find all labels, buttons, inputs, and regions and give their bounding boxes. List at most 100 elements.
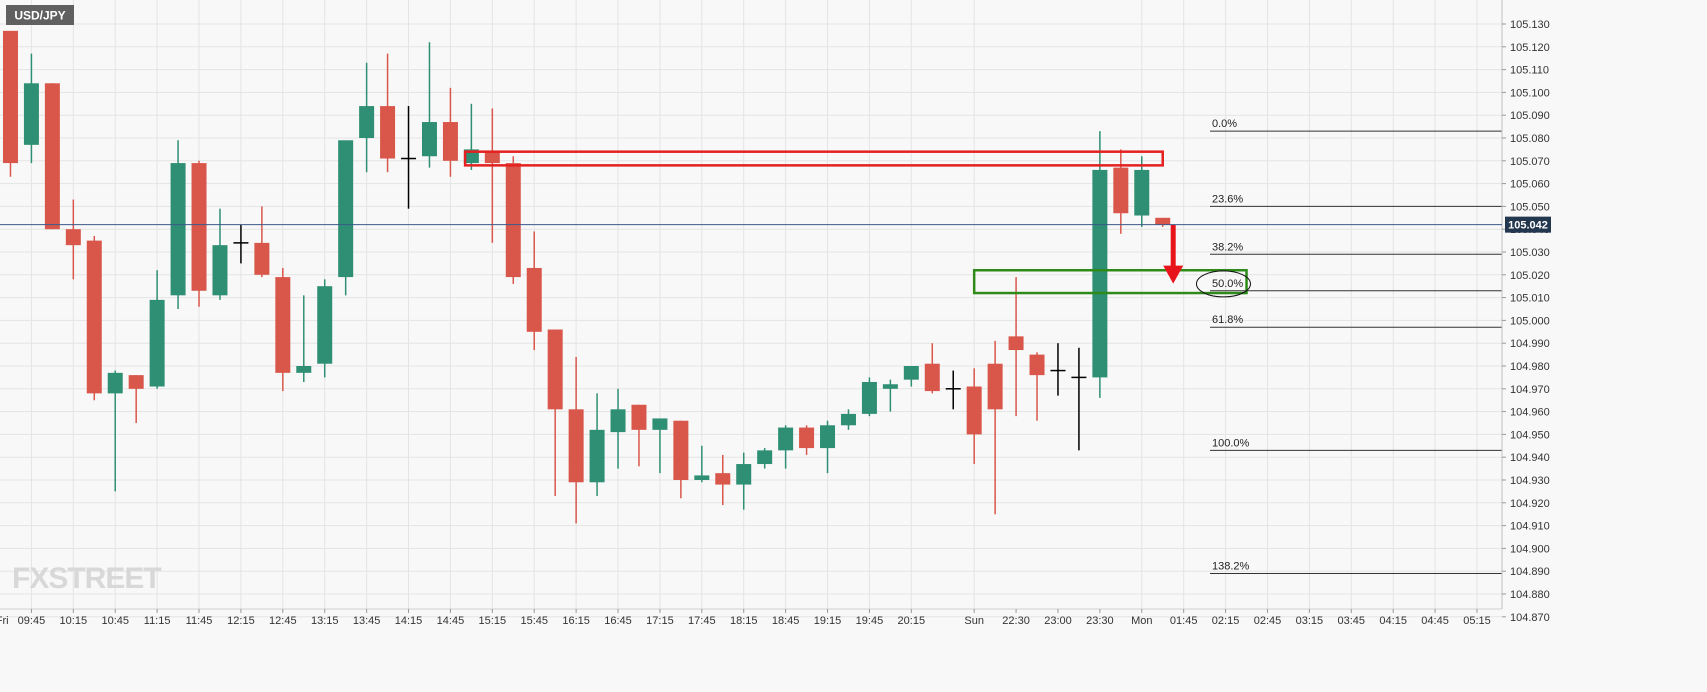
fib-level-label: 23.6% <box>1212 193 1243 205</box>
x-tick-label: 14:45 <box>437 615 465 627</box>
y-tick-label: 104.890 <box>1510 566 1550 578</box>
candle-body <box>715 473 731 485</box>
x-tick-label: 13:15 <box>311 615 339 627</box>
symbol-label: USD/JPY <box>6 5 74 25</box>
x-tick-label: 12:15 <box>227 615 255 627</box>
candle-body <box>380 106 396 159</box>
x-tick-label: 12:45 <box>269 615 297 627</box>
x-tick-label: 17:15 <box>646 615 674 627</box>
fib-level-label: 61.8% <box>1212 314 1243 326</box>
x-tick-label: Fri <box>0 615 9 627</box>
y-tick-label: 105.130 <box>1510 19 1550 31</box>
resistance-zone-box <box>463 150 1164 167</box>
y-tick-label: 105.090 <box>1510 110 1550 122</box>
y-tick-label: 104.910 <box>1510 521 1550 533</box>
fib-level-label: 38.2% <box>1212 241 1243 253</box>
annotations <box>463 150 1251 298</box>
y-tick-label: 105.080 <box>1510 133 1550 145</box>
fibonacci-levels: 0.0% 23.6% 38.2% 50.0% 61.8% 100.0% 138.2% <box>1210 118 1502 574</box>
x-tick-label: 23:30 <box>1086 615 1114 627</box>
y-tick-label: 104.880 <box>1510 589 1550 601</box>
x-tick-label: 11:15 <box>144 615 171 627</box>
current-price: 105.042 <box>0 216 1551 233</box>
x-tick-label: 04:45 <box>1421 615 1449 627</box>
candle-body <box>652 418 668 430</box>
candle-body <box>296 366 312 373</box>
y-tick-label: 105.110 <box>1510 65 1549 77</box>
candle-body <box>2 30 18 164</box>
candle-body <box>799 427 815 449</box>
y-tick-label: 104.980 <box>1510 361 1550 373</box>
candle-body <box>966 386 982 435</box>
x-tick-label: Sun <box>964 615 984 627</box>
current-price-label: 105.042 <box>1508 220 1548 232</box>
y-tick-label: 104.920 <box>1510 498 1550 510</box>
support-zone-box <box>972 268 1248 295</box>
y-tick-label: 104.990 <box>1510 338 1550 350</box>
candle-body <box>442 122 458 161</box>
candle-body <box>1134 169 1150 216</box>
candle-body <box>924 363 940 392</box>
candle-body <box>170 163 186 296</box>
candle-body <box>526 267 542 332</box>
y-tick-label: 105.020 <box>1510 270 1550 282</box>
candle-body <box>1008 336 1024 351</box>
candle-body <box>107 372 123 394</box>
x-tick-label: 03:45 <box>1338 615 1366 627</box>
candle-body <box>338 140 354 278</box>
candle-body <box>589 429 605 483</box>
fib-level-label: 50.0% <box>1212 278 1243 290</box>
y-tick-label: 104.900 <box>1510 543 1550 555</box>
candle-body <box>631 404 647 430</box>
x-tick-label: 14:15 <box>395 615 423 627</box>
candle-body <box>505 163 521 278</box>
y-tick-label: 104.870 <box>1510 612 1550 624</box>
candles <box>2 30 1171 524</box>
candle-body <box>736 464 752 485</box>
candle-body <box>275 277 291 373</box>
candle-body <box>421 122 437 157</box>
symbol-text: USD/JPY <box>14 9 65 23</box>
candle-body <box>1155 217 1171 225</box>
x-tick-label: 02:15 <box>1212 615 1240 627</box>
y-axis-ticks: 105.130 105.120 105.110 105.100 105.090 105.0… <box>1502 19 1550 624</box>
y-tick-label: 104.940 <box>1510 452 1550 464</box>
x-tick-label: 18:45 <box>772 615 800 627</box>
candle-body <box>987 363 1003 410</box>
candle-body <box>903 366 919 380</box>
x-tick-label: Mon <box>1131 615 1152 627</box>
x-tick-label: 09:45 <box>18 615 46 627</box>
candle-body <box>128 375 144 389</box>
candle-body <box>694 475 710 480</box>
x-axis-ticks: Fri 09:45 10:15 10:45 11:15 11:45 12:15 12:45 13… <box>0 609 1491 627</box>
candle-body <box>861 381 877 414</box>
candle-body <box>1029 354 1045 376</box>
candle-body <box>359 106 375 138</box>
x-tick-label: 11:45 <box>186 615 213 627</box>
y-tick-label: 104.970 <box>1510 384 1550 396</box>
candle-body <box>65 229 81 246</box>
symbol-badge <box>6 5 74 25</box>
candle-body <box>317 286 333 364</box>
x-tick-label: 04:15 <box>1379 615 1407 627</box>
candle-body <box>673 420 689 480</box>
candle-body <box>547 329 563 410</box>
current-price-tag <box>1505 216 1551 233</box>
x-tick-label: 20:15 <box>898 615 926 627</box>
x-tick-label: 19:15 <box>814 615 842 627</box>
y-tick-label: 105.030 <box>1510 247 1550 259</box>
x-tick-label: 22:30 <box>1002 615 1030 627</box>
candle-body <box>149 299 165 387</box>
candle-body <box>484 151 500 164</box>
candle-body <box>212 245 228 296</box>
axes <box>0 0 1503 610</box>
candle-body <box>840 413 856 426</box>
x-tick-label: 01:45 <box>1170 615 1198 627</box>
candle-body <box>254 242 270 275</box>
y-tick-label: 104.950 <box>1510 429 1550 441</box>
y-tick-label: 104.930 <box>1510 475 1550 487</box>
x-tick-label: 16:15 <box>562 615 590 627</box>
x-tick-label: 10:15 <box>60 615 88 627</box>
